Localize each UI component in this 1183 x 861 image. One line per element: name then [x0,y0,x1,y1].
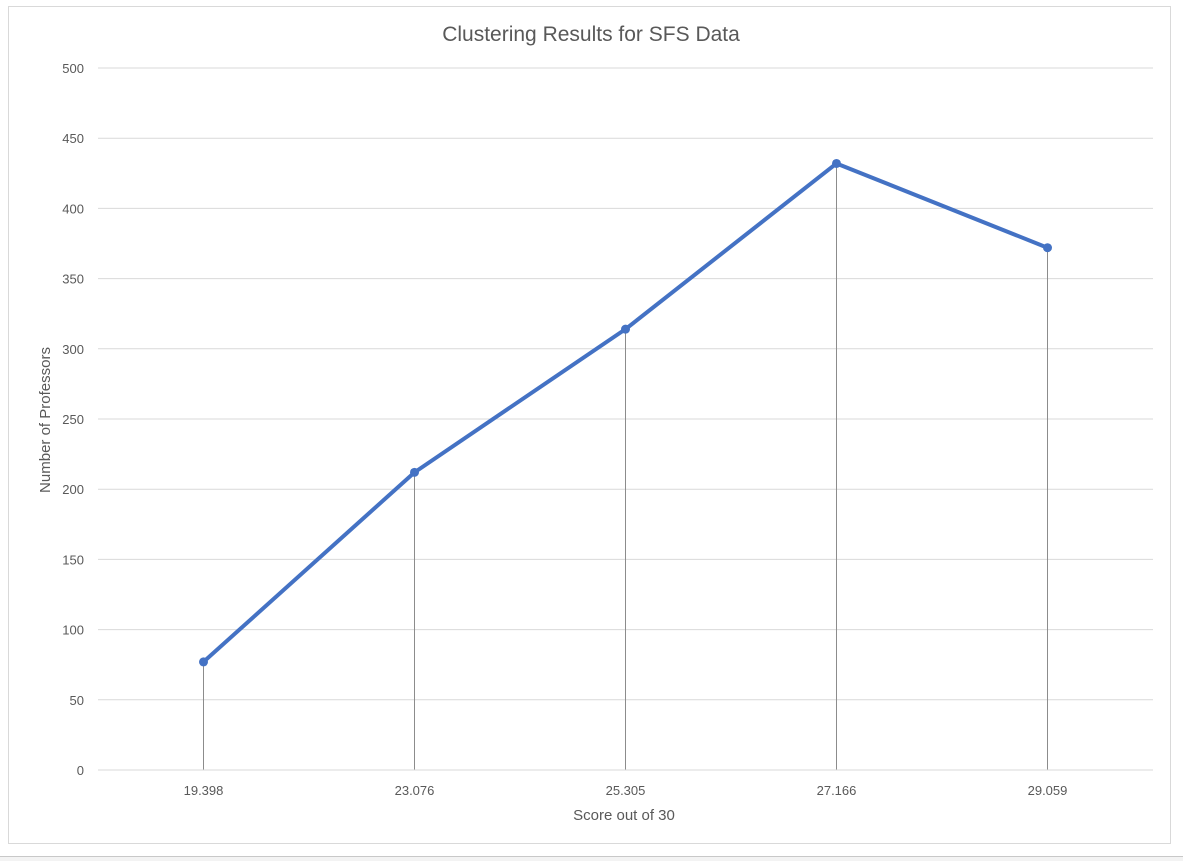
y-tick-label: 450 [62,131,84,146]
x-tick-label: 23.076 [395,783,435,798]
data-point [832,158,841,168]
y-tick-label: 150 [62,552,84,567]
y-tick-label: 300 [62,342,84,357]
data-point [1043,243,1052,253]
x-tick-label: 25.305 [606,783,646,798]
y-axis-title: Number of Professors [37,347,54,493]
y-tick-label: 350 [62,272,84,287]
data-point [621,324,630,334]
y-tick-label: 200 [62,482,84,497]
x-axis-title: Score out of 30 [573,807,675,824]
x-tick-label: 27.166 [817,783,857,798]
drop-lines [203,163,1048,770]
chart-title: Clustering Results for SFS Data [442,23,740,46]
x-axis-tick-labels: 19.398 23.076 25.305 27.166 29.059 [184,783,1068,798]
y-tick-label: 400 [62,201,84,216]
x-tick-label: 29.059 [1028,783,1068,798]
x-tick-label: 19.398 [184,783,224,798]
y-tick-label: 250 [62,412,84,427]
data-points [199,158,1052,667]
data-point [199,657,208,667]
data-point [410,467,419,477]
window-bottom-edge [0,856,1183,861]
y-tick-label: 500 [62,61,84,76]
chart-frame [8,6,1171,844]
y-axis-tick-labels: 0 50 100 150 200 250 300 350 400 450 500 [62,61,84,778]
y-tick-label: 100 [62,623,84,638]
y-tick-label: 50 [70,693,84,708]
y-tick-label: 0 [77,763,84,778]
